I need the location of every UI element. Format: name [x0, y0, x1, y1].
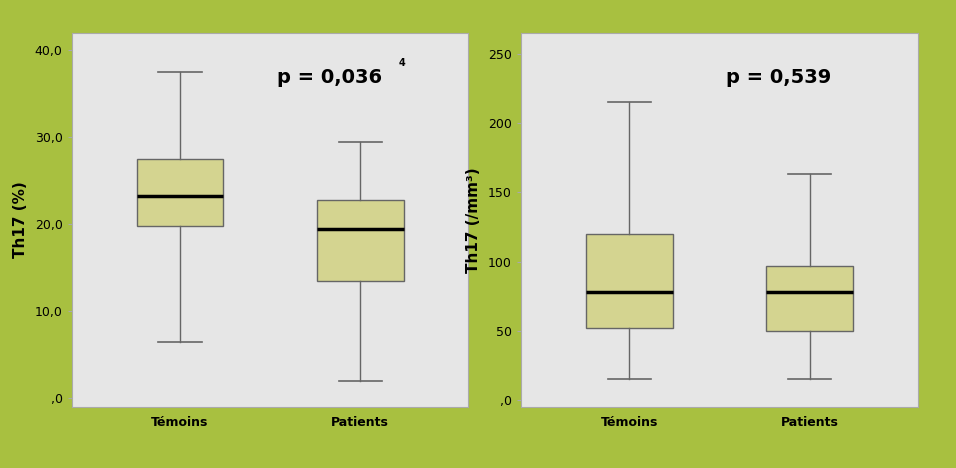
Y-axis label: Th17 (/mm³): Th17 (/mm³)	[467, 167, 481, 273]
PathPatch shape	[586, 234, 672, 328]
Text: p = 0,539: p = 0,539	[727, 68, 832, 87]
PathPatch shape	[767, 266, 853, 331]
PathPatch shape	[317, 200, 403, 281]
Y-axis label: Th17 (%): Th17 (%)	[12, 182, 28, 258]
PathPatch shape	[137, 159, 223, 226]
Text: 4: 4	[399, 58, 405, 68]
Text: p = 0,036: p = 0,036	[277, 68, 382, 87]
